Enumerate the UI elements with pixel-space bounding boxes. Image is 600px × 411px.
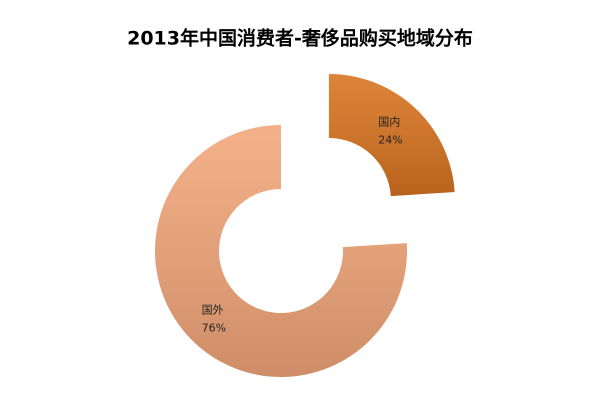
slice-shade bbox=[155, 125, 408, 377]
slice-shade bbox=[328, 73, 455, 197]
slice-value-label: 24% bbox=[378, 133, 402, 146]
slice-value-label: 76% bbox=[202, 322, 226, 335]
chart-title: 2013年中国消费者-奢侈品购买地域分布 bbox=[127, 27, 473, 50]
slice-label: 国外 bbox=[202, 304, 224, 317]
slice-label: 国内 bbox=[378, 114, 400, 128]
